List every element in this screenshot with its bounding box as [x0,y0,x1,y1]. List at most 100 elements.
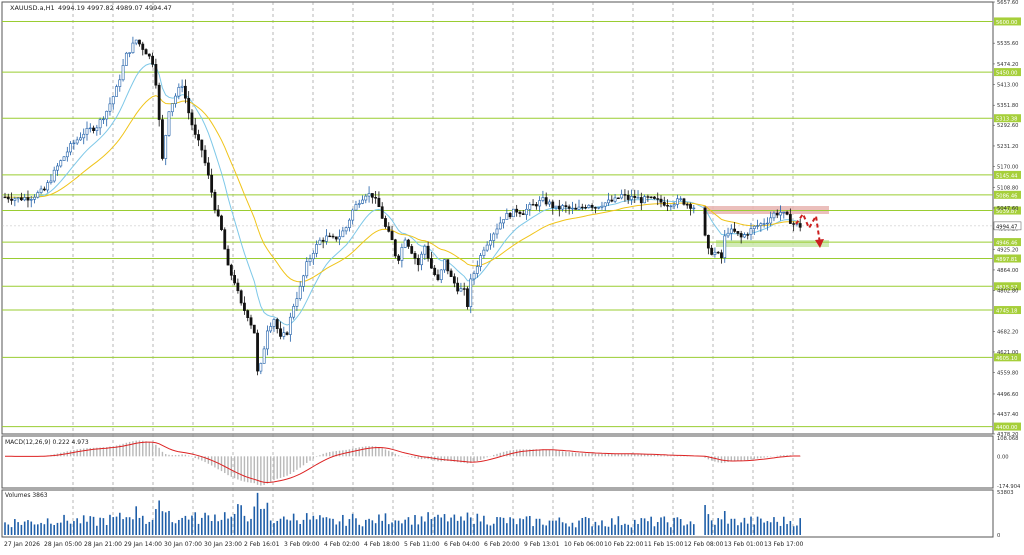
x-tick-label: 28 Jan 05:00 [44,541,82,548]
panel-frames [1,1,994,538]
candle-body [177,87,181,97]
candle-body [272,319,276,327]
candle-body [75,139,79,144]
candle-body [785,211,789,215]
symbol-label: XAUUSD.a,H1 [10,4,55,12]
price-zones [703,206,829,247]
candle-body [98,119,102,129]
candle-body [387,226,391,232]
candle-body [311,253,315,260]
candle-body [743,234,746,238]
candle-body [279,328,282,337]
horizontal-levels [2,20,993,428]
candle-body [157,84,161,120]
x-tick-label: 6 Feb 20:00 [484,541,520,548]
candle-body [603,202,607,207]
candle-body [772,212,776,219]
y-tick-label: 5351.80 [997,103,1018,109]
candle-body [597,207,601,209]
x-tick-label: 2 Feb 16:01 [244,541,280,548]
candle-body [174,95,177,104]
candle-body [315,244,319,254]
candle-body [675,198,679,205]
candles [3,36,802,376]
x-tick-label: 4 Feb 18:00 [364,541,400,548]
candle-body [338,236,341,240]
candle-body [167,111,171,136]
candle-body [759,223,763,226]
x-tick-label: 29 Jan 14:00 [124,541,162,548]
candle-body [29,199,33,201]
candle-body [713,251,717,255]
candle-body [716,251,720,254]
candle-body [706,234,710,249]
candle-body [308,258,312,263]
macd-panel: 108.068 0.00 -174.904 [5,436,1021,490]
forecast-path [795,211,821,245]
candle-body [765,222,769,225]
candle-body [19,197,23,201]
candle-body [508,213,512,218]
candle-body [154,64,158,86]
candle-body [184,85,187,99]
candle-body [246,310,250,318]
y-tick-label: 4621.00 [997,350,1018,356]
candle-body [407,239,410,247]
y-tick-label: 4864.00 [997,268,1018,274]
candle-body [682,198,686,205]
support-zone [716,240,829,247]
candle-body [689,204,692,209]
resistance-zone [703,206,829,214]
y-tick-label: 5474.20 [997,62,1018,68]
y-tick-label: 5170.00 [997,165,1018,171]
x-tick-label: 28 Jan 21:00 [84,541,122,548]
candle-body [723,235,727,259]
candle-body [452,276,456,284]
candle-body [318,239,322,245]
candle-body [710,247,714,255]
candle-body [564,205,568,208]
candle-body [616,197,620,199]
candle-body [216,209,220,217]
candle-body [584,207,587,209]
candle-body [752,225,756,229]
candle-body [249,317,253,326]
candle-body [459,288,463,292]
candle-body [436,274,440,281]
candle-body [377,197,381,208]
candle-body [557,205,561,210]
candle-body [433,267,437,275]
candle-body [292,306,296,318]
candle-body [792,223,796,225]
candle-body [656,198,660,200]
candle-body [475,266,479,274]
candle-body [111,96,115,105]
candle-body [361,199,364,204]
candle-body [393,239,397,257]
candle-body [115,86,118,97]
y-tick-label: 5047.60 [997,206,1018,212]
candle-body [548,201,551,205]
candle-body [305,261,309,277]
y-tick-label: 5108.80 [997,185,1018,191]
candle-body [13,198,17,201]
candle-body [456,282,460,292]
x-tick-label: 10 Feb 22:00 [604,541,644,548]
candle-body [69,143,73,153]
candle-body [788,214,792,224]
y-tick-label: 4437.40 [997,412,1018,418]
candle-body [46,182,50,191]
y-tick-label: 5413.00 [997,83,1018,89]
candle-body [561,205,565,210]
candle-body [666,205,669,207]
level-tag-label: 5313.38 [996,117,1017,123]
candle-body [502,219,505,224]
y-tick-label: 4378.20 [997,432,1018,438]
candle-body [236,282,240,292]
candle-body [489,240,492,246]
candle-body [223,229,227,250]
x-tick-label: 13 Feb 01:00 [724,541,764,548]
candle-body [88,127,92,130]
candle-body [151,55,155,65]
